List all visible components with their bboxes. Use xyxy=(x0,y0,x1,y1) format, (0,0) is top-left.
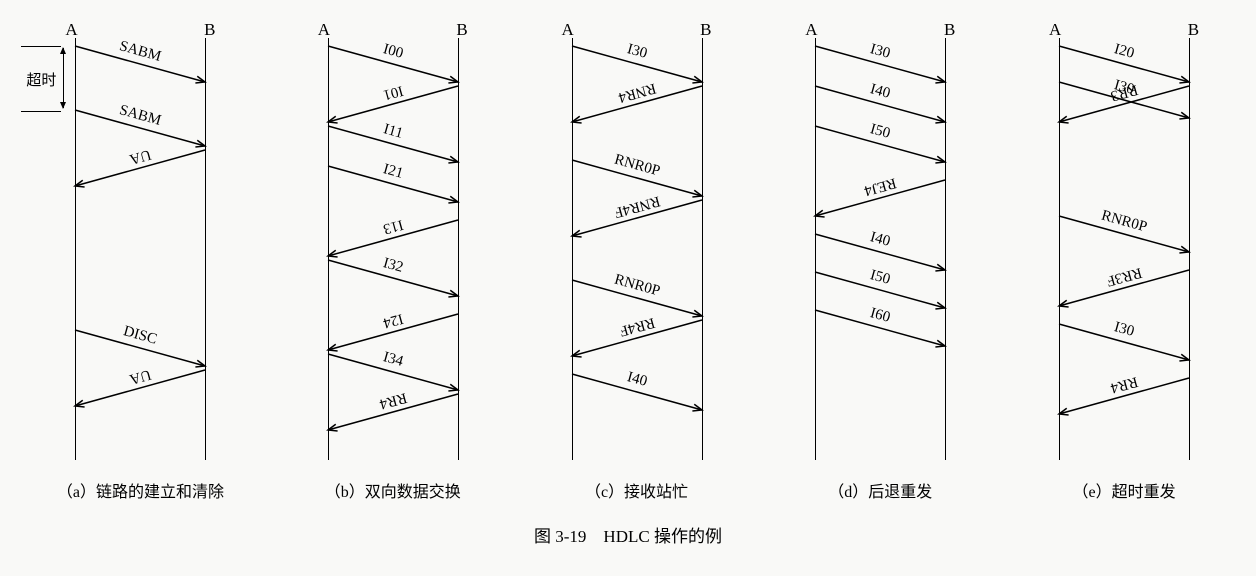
panel-b: ABI00I01I11I21I13I32I24I34RR4 （b）双向数据交换 xyxy=(318,20,468,502)
arrows-e xyxy=(1049,20,1199,460)
panel-caption: （b）双向数据交换 xyxy=(325,478,461,502)
timeout-arrow-icon xyxy=(63,48,64,108)
panel-a: ABSABMSABMUADISCUA超时 （a）链路的建立和清除 xyxy=(57,20,224,502)
arrows-b xyxy=(318,20,468,460)
sequence-c: ABI30RNR4RNR0PRNR4FRNR0PRR4FI40 xyxy=(562,20,712,460)
sequence-e: ABI20I30RR3RNR0PRR3FI30RR4 xyxy=(1049,20,1199,460)
arrows-c xyxy=(562,20,712,460)
timeout-label: 超时 xyxy=(21,46,61,112)
panel-caption: （d）后退重发 xyxy=(828,478,932,502)
panel-d: ABI30I40I50REJ4I40I50I60 （d）后退重发 xyxy=(805,20,955,502)
arrows-a xyxy=(65,20,215,460)
sequence-d: ABI30I40I50REJ4I40I50I60 xyxy=(805,20,955,460)
panel-caption: （c）接收站忙 xyxy=(585,478,688,502)
panel-e: ABI20I30RR3RNR0PRR3FI30RR4 （e）超时重发 xyxy=(1049,20,1199,502)
figure-title: 图 3-19 HDLC 操作的例 xyxy=(20,522,1236,547)
arrows-d xyxy=(805,20,955,460)
sequence-b: ABI00I01I11I21I13I32I24I34RR4 xyxy=(318,20,468,460)
panel-c: ABI30RNR4RNR0PRNR4FRNR0PRR4FI40 （c）接收站忙 xyxy=(562,20,712,502)
sequence-a: ABSABMSABMUADISCUA超时 xyxy=(65,20,215,460)
diagram-container: ABSABMSABMUADISCUA超时 （a）链路的建立和清除 ABI00I01I… xyxy=(20,20,1236,502)
panel-caption: （e）超时重发 xyxy=(1072,478,1175,502)
panel-caption: （a）链路的建立和清除 xyxy=(57,478,224,502)
